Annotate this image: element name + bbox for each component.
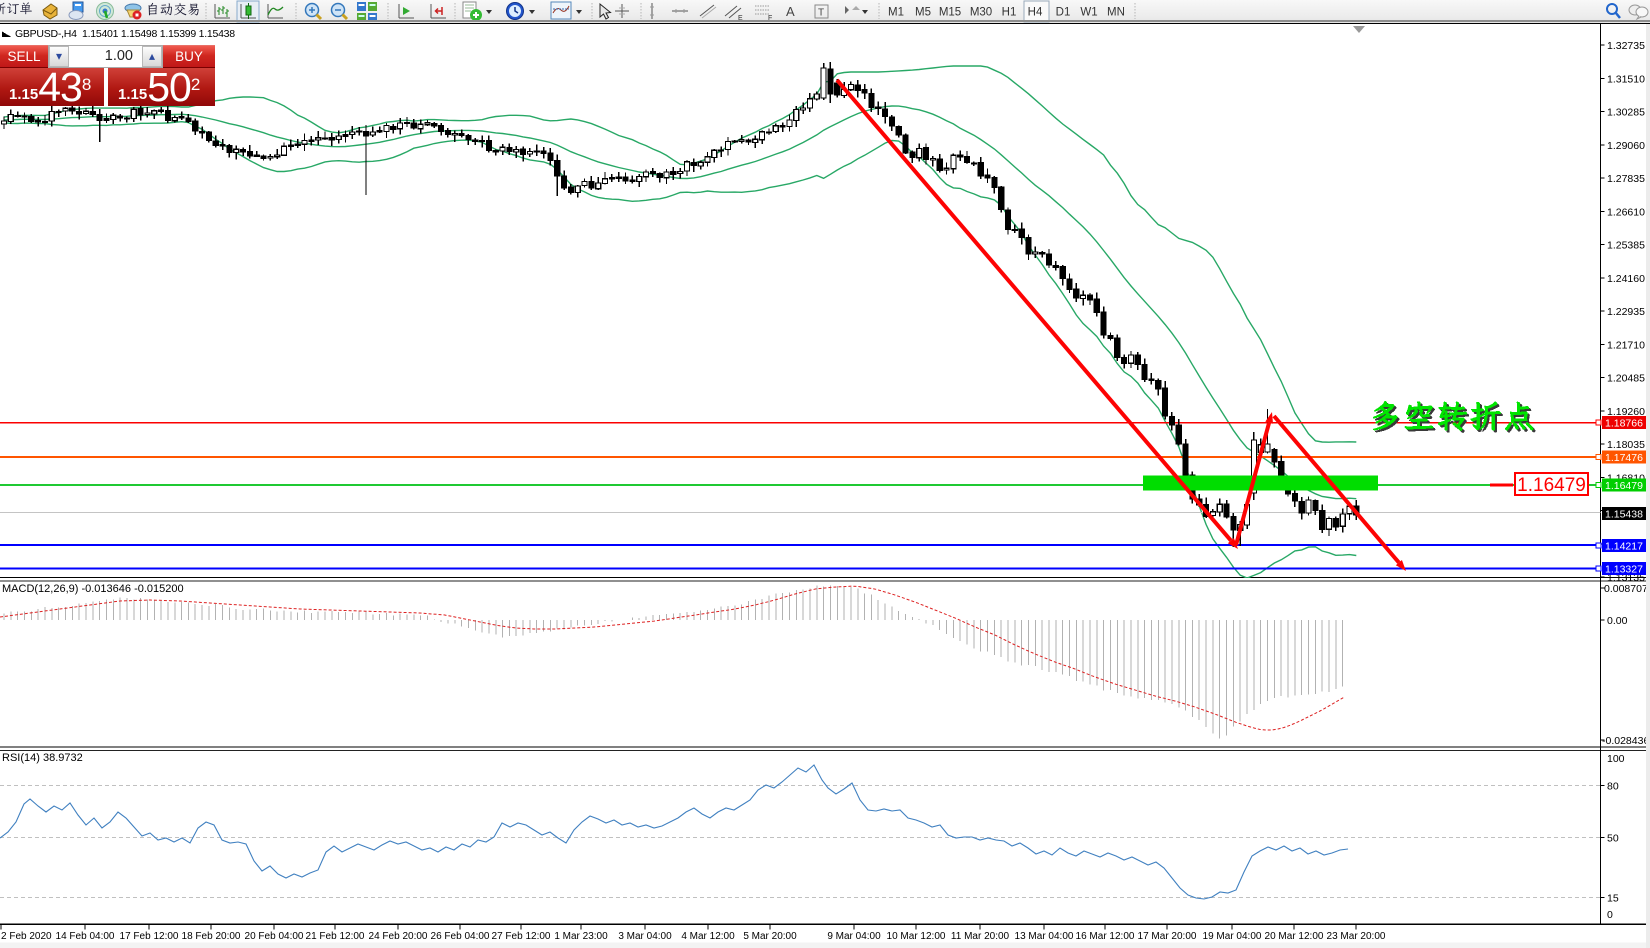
svg-text:27 Feb 12:00: 27 Feb 12:00 (492, 931, 551, 942)
svg-text:11 Mar 20:00: 11 Mar 20:00 (951, 931, 1010, 942)
svg-text:1.24160: 1.24160 (1607, 273, 1645, 285)
svg-text:26 Feb 04:00: 26 Feb 04:00 (431, 931, 490, 942)
svg-text:1.26610: 1.26610 (1607, 206, 1645, 218)
svg-text:-0.028436: -0.028436 (1602, 735, 1649, 747)
svg-text:14 Feb 04:00: 14 Feb 04:00 (56, 931, 115, 942)
svg-text:1.18035: 1.18035 (1607, 439, 1645, 451)
svg-text:MN: MN (1107, 7, 1125, 19)
svg-text:1.13135: 1.13135 (1607, 572, 1645, 584)
svg-text:1.17476: 1.17476 (1605, 452, 1643, 464)
svg-text:1.18766: 1.18766 (1605, 418, 1643, 430)
svg-text:17 Mar 20:00: 17 Mar 20:00 (1138, 931, 1197, 942)
svg-text:A: A (786, 4, 795, 19)
svg-text:50: 50 (1607, 833, 1619, 845)
svg-text:1.16479: 1.16479 (1517, 475, 1586, 496)
svg-text:1.25385: 1.25385 (1607, 240, 1645, 252)
svg-text:20 Feb 04:00: 20 Feb 04:00 (245, 931, 304, 942)
svg-text:E: E (738, 15, 743, 22)
svg-text:1 Mar 23:00: 1 Mar 23:00 (554, 931, 608, 942)
svg-text:15: 15 (1607, 893, 1619, 905)
svg-text:H4: H4 (1028, 7, 1043, 19)
svg-text:10 Mar 12:00: 10 Mar 12:00 (887, 931, 946, 942)
svg-text:M15: M15 (939, 7, 961, 19)
svg-text:T: T (818, 8, 824, 19)
svg-text:80: 80 (1607, 781, 1619, 793)
svg-text:GBPUSD-,H4 1.15401 1.15498 1.: GBPUSD-,H4 1.15401 1.15498 1.15399 1.154… (15, 28, 235, 40)
svg-text:16 Mar 12:00: 16 Mar 12:00 (1076, 931, 1135, 942)
svg-text:1.32735: 1.32735 (1607, 40, 1645, 52)
svg-text:0: 0 (1607, 909, 1613, 921)
svg-text:13 Mar 04:00: 13 Mar 04:00 (1015, 931, 1074, 942)
svg-text:RSI(14) 38.9732: RSI(14) 38.9732 (2, 752, 83, 764)
svg-text:1.30285: 1.30285 (1607, 107, 1645, 119)
svg-text:17 Feb 12:00: 17 Feb 12:00 (120, 931, 179, 942)
svg-text:20 Mar 12:00: 20 Mar 12:00 (1265, 931, 1324, 942)
svg-text:F: F (768, 15, 772, 22)
svg-text:21 Feb 12:00: 21 Feb 12:00 (306, 931, 365, 942)
svg-text:2 Feb 2020: 2 Feb 2020 (1, 931, 52, 942)
svg-text:1.13327: 1.13327 (1605, 564, 1643, 576)
svg-text:1.31510: 1.31510 (1607, 73, 1645, 85)
svg-text:1.16479: 1.16479 (1605, 480, 1643, 492)
svg-text:1.21710: 1.21710 (1607, 339, 1645, 351)
svg-text:0.008707: 0.008707 (1604, 583, 1648, 595)
svg-text:100: 100 (1607, 753, 1625, 765)
svg-text:1.27835: 1.27835 (1607, 173, 1645, 185)
svg-text:M5: M5 (915, 7, 931, 19)
svg-text:4 Mar 12:00: 4 Mar 12:00 (681, 931, 735, 942)
svg-text:18 Feb 20:00: 18 Feb 20:00 (182, 931, 241, 942)
svg-text:M30: M30 (970, 7, 992, 19)
svg-text:1.15438: 1.15438 (1605, 509, 1643, 521)
svg-text:D1: D1 (1056, 7, 1071, 19)
svg-text:M1: M1 (888, 7, 904, 19)
svg-text:1.22935: 1.22935 (1607, 306, 1645, 318)
svg-text:MACD(12,26,9) -0.013646 -0.015: MACD(12,26,9) -0.013646 -0.015200 (2, 583, 184, 595)
svg-text:H1: H1 (1002, 7, 1017, 19)
svg-text:24 Feb 20:00: 24 Feb 20:00 (369, 931, 428, 942)
svg-text:1.14217: 1.14217 (1605, 541, 1643, 553)
svg-text:1.29060: 1.29060 (1607, 140, 1645, 152)
svg-text:1.19260: 1.19260 (1607, 406, 1645, 418)
svg-text:W1: W1 (1080, 7, 1097, 19)
svg-text:9 Mar 04:00: 9 Mar 04:00 (827, 931, 881, 942)
svg-text:5 Mar 20:00: 5 Mar 20:00 (743, 931, 797, 942)
svg-text:23 Mar 20:00: 23 Mar 20:00 (1327, 931, 1386, 942)
svg-text:1.20485: 1.20485 (1607, 373, 1645, 385)
svg-text:19 Mar 04:00: 19 Mar 04:00 (1203, 931, 1262, 942)
svg-text:3 Mar 04:00: 3 Mar 04:00 (618, 931, 672, 942)
svg-text:0.00: 0.00 (1607, 615, 1628, 627)
